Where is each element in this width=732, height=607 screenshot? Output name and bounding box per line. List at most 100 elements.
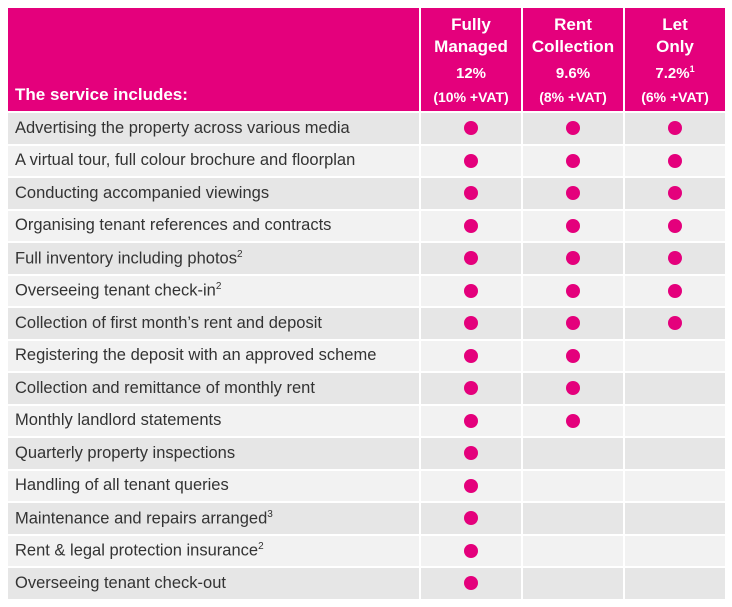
table-row: Organising tenant references and contrac… [8, 210, 725, 241]
column-fully-managed: Fully Managed 12% (10% +VAT) [421, 8, 521, 111]
inclusion-cell [523, 535, 623, 566]
footnote-marker: 3 [267, 508, 273, 520]
included-dot-icon [566, 121, 580, 136]
included-dot-icon [464, 478, 478, 493]
service-label: Organising tenant references and contrac… [8, 210, 419, 241]
service-label: Maintenance and repairs arranged3 [8, 503, 419, 534]
table-row: Rent & legal protection insurance2 [8, 535, 725, 566]
inclusion-cell [523, 470, 623, 501]
service-label: Rent & legal protection insurance2 [8, 535, 419, 566]
inclusion-cell [523, 438, 623, 469]
inclusion-cell [625, 145, 725, 176]
included-dot-icon [668, 121, 682, 136]
inclusion-cell [625, 535, 725, 566]
inclusion-cell [421, 145, 521, 176]
service-label: Collection of first month’s rent and dep… [8, 308, 419, 339]
column-vat-note: (8% +VAT) [539, 89, 607, 105]
included-dot-icon [566, 413, 580, 428]
service-label-text: Conducting accompanied viewings [15, 183, 270, 202]
column-name-line2: Only [656, 37, 694, 56]
inclusion-cell [625, 210, 725, 241]
included-dot-icon [464, 218, 478, 233]
inclusion-cell [625, 373, 725, 404]
column-name-line1: Fully [451, 15, 491, 34]
service-label-text: Quarterly property inspections [15, 443, 236, 462]
included-dot-icon [464, 316, 478, 331]
service-label-text: Rent & legal protection insurance [15, 541, 259, 560]
inclusion-cell [421, 470, 521, 501]
pct-value: 9.6% [555, 65, 591, 82]
inclusion-cell [625, 405, 725, 436]
column-rent-collection: Rent Collection 9.6% (8% +VAT) [523, 8, 623, 111]
service-label: Quarterly property inspections [8, 438, 419, 469]
service-label-text: Registering the deposit with an approved… [15, 346, 377, 365]
inclusion-cell [421, 308, 521, 339]
inclusion-cell [625, 243, 725, 274]
inclusion-cell [421, 275, 521, 306]
inclusion-cell [523, 308, 623, 339]
table-row: Overseeing tenant check-out [8, 568, 725, 599]
column-name-line2: Managed [434, 37, 508, 56]
inclusion-cell [625, 470, 725, 501]
table-body: Advertising the property across various … [8, 113, 725, 599]
inclusion-cell [421, 405, 521, 436]
inclusion-cell [625, 113, 725, 144]
inclusion-cell [421, 210, 521, 241]
service-label: Handling of all tenant queries [8, 470, 419, 501]
inclusion-cell [625, 308, 725, 339]
service-label: A virtual tour, full colour brochure and… [8, 145, 419, 176]
included-dot-icon [464, 348, 478, 363]
column-percentage: 7.2%1 [625, 59, 725, 84]
inclusion-cell [523, 210, 623, 241]
included-dot-icon [668, 251, 682, 266]
included-dot-icon [566, 381, 580, 396]
inclusion-cell [421, 373, 521, 404]
included-dot-icon [566, 251, 580, 266]
service-label-text: Handling of all tenant queries [15, 476, 229, 495]
table-header-row: The service includes: Fully Managed 12% … [8, 8, 725, 111]
table-row: Conducting accompanied viewings [8, 178, 725, 209]
inclusion-cell [523, 145, 623, 176]
column-let-only: Let Only 7.2%1 (6% +VAT) [625, 8, 725, 111]
inclusion-cell [523, 568, 623, 599]
inclusion-cell [523, 340, 623, 371]
service-label: Advertising the property across various … [8, 113, 419, 144]
column-name-line1: Rent [554, 15, 592, 34]
column-vat-note: (6% +VAT) [641, 89, 709, 105]
service-label: Conducting accompanied viewings [8, 178, 419, 209]
service-label-text: Overseeing tenant check-out [15, 573, 226, 592]
inclusion-cell [625, 275, 725, 306]
service-label-text: Organising tenant references and contrac… [15, 216, 332, 235]
table-row: Registering the deposit with an approved… [8, 340, 725, 371]
table-row: Monthly landlord statements [8, 405, 725, 436]
inclusion-cell [523, 178, 623, 209]
included-dot-icon [566, 283, 580, 298]
included-dot-icon [464, 381, 478, 396]
included-dot-icon [668, 283, 682, 298]
pct-footnote: 1 [689, 64, 695, 74]
included-dot-icon [464, 251, 478, 266]
inclusion-cell [523, 275, 623, 306]
included-dot-icon [566, 186, 580, 201]
service-label: Collection and remittance of monthly ren… [8, 373, 419, 404]
service-comparison-table: The service includes: Fully Managed 12% … [6, 6, 727, 601]
included-dot-icon [566, 348, 580, 363]
table-row: Quarterly property inspections [8, 438, 725, 469]
included-dot-icon [668, 186, 682, 201]
footnote-marker: 2 [215, 281, 222, 292]
inclusion-cell [421, 568, 521, 599]
inclusion-cell [421, 535, 521, 566]
table-row: Advertising the property across various … [8, 113, 725, 144]
column-vat-note: (10% +VAT) [433, 89, 509, 105]
service-label-text: Monthly landlord statements [15, 411, 222, 430]
inclusion-cell [523, 243, 623, 274]
inclusion-cell [421, 113, 521, 144]
included-dot-icon [464, 121, 478, 136]
service-label-text: Maintenance and repairs arranged [15, 509, 268, 527]
inclusion-cell [625, 178, 725, 209]
table-row: Full inventory including photos2 [8, 243, 725, 274]
included-dot-icon [464, 153, 478, 168]
table-row: A virtual tour, full colour brochure and… [8, 145, 725, 176]
service-label-text: A virtual tour, full colour brochure and… [15, 151, 356, 170]
table-row: Collection and remittance of monthly ren… [8, 373, 725, 404]
